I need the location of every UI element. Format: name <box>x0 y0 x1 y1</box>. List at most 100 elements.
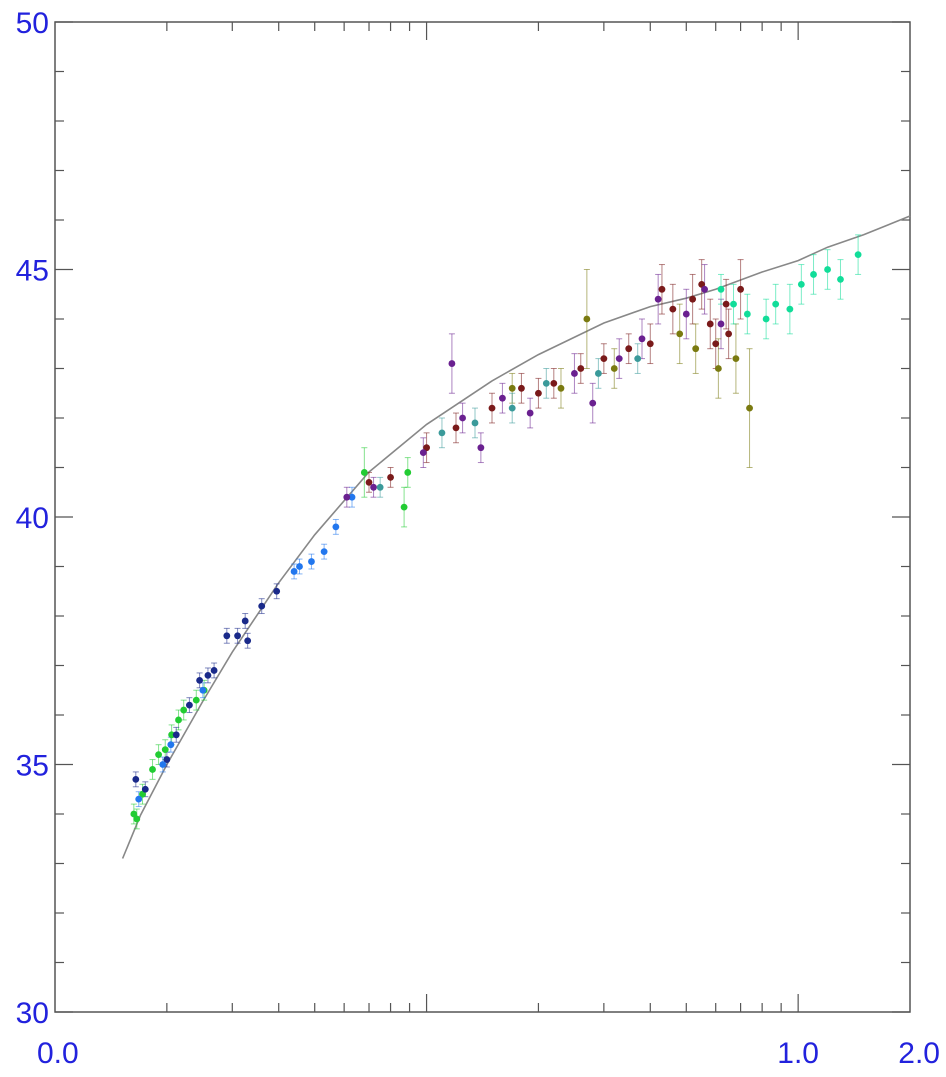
data-point <box>135 795 143 803</box>
data-point <box>535 389 542 397</box>
data-point <box>360 469 368 476</box>
data-point <box>730 300 737 308</box>
data-point <box>797 280 805 288</box>
data-point <box>223 632 231 640</box>
data-point <box>448 360 456 367</box>
data-point <box>810 271 817 278</box>
data-point <box>571 370 578 377</box>
data-point <box>762 315 770 323</box>
data-point <box>854 251 862 259</box>
data-point <box>722 300 730 308</box>
x-tick-labels: 0.0 1.0 2.0 <box>37 1037 940 1070</box>
data-point <box>714 365 722 372</box>
data-point <box>583 315 591 323</box>
data-point <box>159 761 167 768</box>
fit-curve <box>121 215 911 859</box>
data-point <box>210 667 218 674</box>
data-point <box>743 310 751 318</box>
data-point <box>376 483 384 491</box>
data-point <box>634 355 642 362</box>
data-point <box>139 790 146 798</box>
data-point <box>180 706 188 714</box>
data-point <box>192 696 200 704</box>
y-tick-label: 50 <box>16 7 49 40</box>
data-point <box>689 295 697 303</box>
data-point <box>824 266 831 273</box>
data-point <box>130 810 138 818</box>
data-point <box>526 409 534 417</box>
data-point <box>161 746 169 754</box>
data-point <box>786 305 794 313</box>
data-point <box>508 404 516 412</box>
data-point <box>542 379 550 387</box>
data-point <box>772 300 780 308</box>
data-point <box>258 602 266 610</box>
data-point <box>499 394 506 402</box>
x-tick-label: 0.0 <box>37 1037 79 1070</box>
data-point <box>244 637 252 645</box>
data-point <box>725 330 733 338</box>
data-point <box>196 676 204 684</box>
data-point <box>625 345 633 353</box>
data-point <box>199 686 207 694</box>
data-point <box>186 701 193 709</box>
data-point <box>550 379 558 387</box>
data-point <box>320 548 328 556</box>
data-point <box>149 766 156 773</box>
data-point <box>610 365 618 372</box>
data-point <box>658 285 666 293</box>
data-point <box>557 384 565 392</box>
data-point <box>471 419 479 427</box>
data-point <box>589 399 597 407</box>
data-point <box>508 384 516 392</box>
data-point <box>423 444 430 452</box>
data-point <box>654 295 662 303</box>
data-point <box>167 741 175 749</box>
data-point <box>163 756 171 763</box>
data-point <box>365 478 373 486</box>
data-point <box>669 305 677 313</box>
data-point <box>682 310 690 318</box>
data-point <box>646 340 654 348</box>
data-point <box>452 424 460 432</box>
data-point <box>600 355 608 362</box>
data-point <box>459 414 466 422</box>
data-point <box>419 449 427 457</box>
data-point <box>615 355 623 362</box>
data-point <box>141 785 149 793</box>
data-point <box>332 523 340 531</box>
data-point <box>701 285 708 293</box>
data-point <box>204 672 212 679</box>
data-point <box>273 587 281 595</box>
x-tick-label: 1.0 <box>777 1037 819 1070</box>
axis-ticks <box>55 21 910 1013</box>
data-point <box>370 483 377 491</box>
data-point <box>698 280 706 288</box>
data-point <box>746 404 753 412</box>
data-point <box>155 751 162 758</box>
data-point <box>717 320 725 328</box>
data-point <box>172 731 180 739</box>
data-point <box>518 384 525 392</box>
data-point <box>488 404 496 412</box>
data-point <box>308 558 315 565</box>
data-point <box>175 716 182 724</box>
data-point <box>737 285 744 293</box>
data-point <box>676 330 684 338</box>
fit-curve-line <box>121 215 911 859</box>
data-point <box>400 503 408 511</box>
x-tick-label: 2.0 <box>898 1037 940 1070</box>
data-point <box>296 563 303 570</box>
data-point <box>387 474 394 481</box>
data-points <box>130 251 862 823</box>
data-point <box>404 469 412 476</box>
data-point <box>577 365 585 372</box>
y-tick-label: 40 <box>16 502 49 535</box>
data-point <box>348 493 356 501</box>
data-point <box>594 370 602 377</box>
data-point <box>706 320 714 328</box>
y-tick-label: 45 <box>16 255 49 288</box>
y-tick-labels: 30 35 40 45 50 <box>16 7 49 1030</box>
